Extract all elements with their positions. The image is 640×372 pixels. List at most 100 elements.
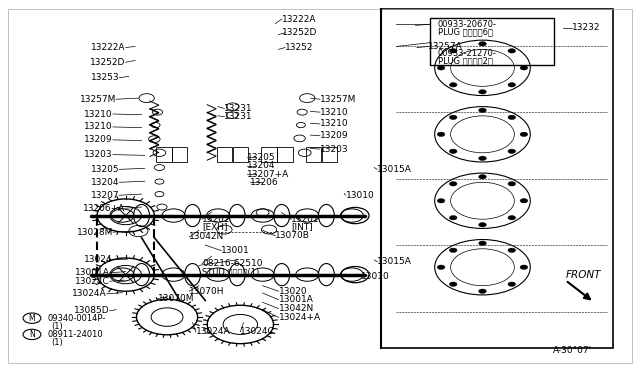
Text: 13206+A: 13206+A [83,203,125,213]
Circle shape [479,42,486,46]
Text: 00933-21270-: 00933-21270- [438,49,497,58]
Bar [306,147,321,162]
Bar [429,17,554,65]
Text: 13206: 13206 [250,178,278,187]
Circle shape [437,199,445,203]
Circle shape [520,132,528,137]
Text: 13203: 13203 [84,150,113,159]
Text: 13070M: 13070M [157,294,194,303]
Circle shape [449,215,457,220]
Bar [277,147,292,162]
Circle shape [508,182,516,186]
Circle shape [449,149,457,154]
Circle shape [479,241,486,246]
Text: A-30°07': A-30°07' [552,346,592,355]
Bar [233,147,248,162]
Text: 13207: 13207 [91,191,119,200]
Circle shape [479,289,486,294]
Circle shape [449,248,457,253]
Circle shape [520,265,528,269]
Text: (1): (1) [51,338,63,347]
Circle shape [508,83,516,87]
Text: 13205: 13205 [246,153,275,162]
Text: 13257M: 13257M [320,95,356,104]
Text: 13222A: 13222A [282,15,316,23]
Circle shape [508,215,516,220]
Text: 13001A: 13001A [278,295,314,304]
Circle shape [479,222,486,227]
Text: N: N [29,330,35,339]
Text: [INT]: [INT] [291,222,313,231]
Text: 13252D: 13252D [282,28,317,37]
Text: 13209: 13209 [320,131,349,140]
Text: 13209: 13209 [84,135,113,144]
Bar [261,147,276,162]
Text: 13222A: 13222A [91,43,125,52]
Text: 09340-0014P-: 09340-0014P- [47,314,106,323]
Text: 13028M: 13028M [77,228,113,237]
Text: 13085D: 13085D [74,306,109,315]
Circle shape [508,248,516,253]
Circle shape [449,282,457,286]
Circle shape [437,65,445,70]
Text: 13070H: 13070H [189,287,225,296]
Text: PLUG プラグ（6）: PLUG プラグ（6） [438,27,493,36]
Text: 13204: 13204 [246,161,275,170]
Text: M: M [29,314,35,323]
Text: STUD スタッド(1): STUD スタッド(1) [202,267,259,276]
Bar [172,147,188,162]
Bar [156,147,172,162]
Text: 13015A: 13015A [378,165,412,174]
Circle shape [508,115,516,119]
Circle shape [520,65,528,70]
Circle shape [508,282,516,286]
Text: 13001: 13001 [221,246,250,255]
Text: 13024A: 13024A [196,327,230,336]
Text: 08216-62510: 08216-62510 [202,259,262,268]
Text: 13020: 13020 [278,287,307,296]
Text: 13204: 13204 [91,178,119,187]
Text: 13207+A: 13207+A [246,170,289,179]
Circle shape [479,174,486,179]
Circle shape [479,108,486,112]
Text: 13201: 13201 [291,215,320,224]
Text: 13210: 13210 [84,109,113,119]
Text: 13024: 13024 [84,255,113,264]
Text: (1): (1) [51,322,63,331]
Circle shape [508,49,516,53]
Text: FRONT: FRONT [565,270,601,280]
Text: 13210: 13210 [84,122,113,131]
Text: 13015A: 13015A [378,257,412,266]
Text: 13252: 13252 [285,43,314,52]
Text: 13010: 13010 [362,272,390,281]
Text: 13070B: 13070B [275,231,310,240]
Circle shape [449,49,457,53]
Text: 13024+A: 13024+A [278,313,321,322]
Text: 13203: 13203 [320,145,349,154]
Text: [EXH]: [EXH] [202,222,228,231]
Text: 13042N: 13042N [278,304,314,313]
Text: 13257M: 13257M [80,95,116,104]
Text: 08911-24010: 08911-24010 [47,330,103,339]
Text: 13210: 13210 [320,119,349,128]
Text: 13231: 13231 [225,104,253,113]
Text: 13252D: 13252D [90,58,125,67]
Circle shape [449,115,457,119]
Circle shape [449,182,457,186]
Text: 13232: 13232 [572,23,600,32]
Circle shape [449,83,457,87]
Text: 13205: 13205 [91,165,119,174]
Text: 13257A: 13257A [428,42,463,51]
Text: 13010: 13010 [346,191,374,200]
Text: 13231: 13231 [225,112,253,121]
Text: PLUG プラグ（2）: PLUG プラグ（2） [438,57,493,66]
Text: 00933-20670-: 00933-20670- [438,20,497,29]
Circle shape [508,149,516,154]
Circle shape [520,199,528,203]
Bar [322,147,337,162]
Text: 13210: 13210 [320,108,349,117]
Text: 13253: 13253 [91,73,119,82]
Circle shape [23,313,41,323]
Circle shape [479,156,486,161]
Text: 13024A: 13024A [72,289,106,298]
